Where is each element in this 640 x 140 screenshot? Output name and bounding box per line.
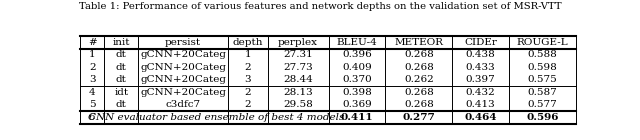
Text: perplex: perplex — [278, 38, 318, 47]
Text: 0.411: 0.411 — [340, 113, 373, 122]
Text: dt: dt — [116, 100, 127, 109]
Text: 4: 4 — [89, 88, 95, 97]
Text: init: init — [113, 38, 130, 47]
Text: 3: 3 — [244, 75, 251, 84]
Text: 3: 3 — [89, 75, 95, 84]
Text: idt: idt — [114, 88, 128, 97]
Text: #: # — [88, 38, 97, 47]
Text: 0.268: 0.268 — [404, 50, 434, 59]
Text: gCNN+20Categ: gCNN+20Categ — [140, 88, 226, 97]
Text: CIDEr: CIDEr — [464, 38, 497, 47]
Text: Table 1: Performance of various features and network depths on the validation se: Table 1: Performance of various features… — [79, 2, 561, 11]
Text: gCNN+20Categ: gCNN+20Categ — [140, 75, 226, 84]
Text: 0.575: 0.575 — [528, 75, 557, 84]
Text: depth: depth — [232, 38, 263, 47]
Text: 0.396: 0.396 — [342, 50, 372, 59]
Text: 0.268: 0.268 — [404, 100, 434, 109]
Text: 0.577: 0.577 — [528, 100, 557, 109]
Text: 0.432: 0.432 — [466, 88, 495, 97]
Text: 0.433: 0.433 — [466, 63, 495, 72]
Text: gCNN+20Categ: gCNN+20Categ — [140, 63, 226, 72]
Text: 0.596: 0.596 — [526, 113, 559, 122]
Text: 0.369: 0.369 — [342, 100, 372, 109]
Text: BLEU-4: BLEU-4 — [337, 38, 378, 47]
Text: 0.598: 0.598 — [528, 63, 557, 72]
Text: dt: dt — [116, 75, 127, 84]
Text: ROUGE-L: ROUGE-L — [516, 38, 568, 47]
Text: 2: 2 — [244, 100, 251, 109]
Text: persist: persist — [165, 38, 201, 47]
Text: 0.268: 0.268 — [404, 88, 434, 97]
Text: 28.13: 28.13 — [284, 88, 313, 97]
Text: dt: dt — [116, 63, 127, 72]
Text: 1: 1 — [89, 50, 95, 59]
Text: 2: 2 — [89, 63, 95, 72]
Text: 0.277: 0.277 — [403, 113, 435, 122]
Text: 0.588: 0.588 — [528, 50, 557, 59]
Text: 6: 6 — [89, 113, 95, 122]
Text: METEOR: METEOR — [394, 38, 444, 47]
Text: 1: 1 — [244, 50, 251, 59]
Text: 0.413: 0.413 — [466, 100, 495, 109]
Text: 0.398: 0.398 — [342, 88, 372, 97]
Text: 0.409: 0.409 — [342, 63, 372, 72]
Text: 0.464: 0.464 — [465, 113, 497, 122]
Text: 5: 5 — [89, 100, 95, 109]
Text: 27.73: 27.73 — [284, 63, 313, 72]
Text: 0.262: 0.262 — [404, 75, 434, 84]
Text: gCNN+20Categ: gCNN+20Categ — [140, 50, 226, 59]
Text: 2: 2 — [244, 88, 251, 97]
Text: 0.268: 0.268 — [404, 63, 434, 72]
Text: 0.438: 0.438 — [466, 50, 495, 59]
Text: CNN evaluator based ensemble of best 4 models: CNN evaluator based ensemble of best 4 m… — [88, 113, 345, 122]
Text: 29.58: 29.58 — [284, 100, 313, 109]
Text: dt: dt — [116, 50, 127, 59]
Text: 0.370: 0.370 — [342, 75, 372, 84]
Text: 28.44: 28.44 — [284, 75, 313, 84]
Text: 0.397: 0.397 — [466, 75, 495, 84]
Text: 27.31: 27.31 — [284, 50, 313, 59]
Text: c3dfc7: c3dfc7 — [166, 100, 201, 109]
Text: 0.587: 0.587 — [528, 88, 557, 97]
Text: 2: 2 — [244, 63, 251, 72]
